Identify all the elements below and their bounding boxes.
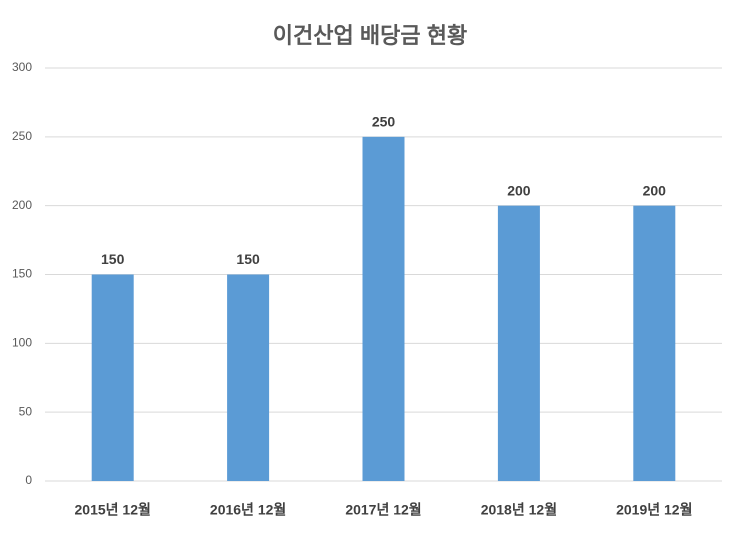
data-label: 150 xyxy=(101,251,125,267)
bar xyxy=(91,274,134,481)
data-label: 250 xyxy=(372,114,396,130)
y-tick-label: 250 xyxy=(12,129,32,143)
y-tick-label: 200 xyxy=(12,198,32,212)
x-tick-label: 2015년 12월 xyxy=(75,502,151,518)
x-tick-label: 2018년 12월 xyxy=(481,502,557,518)
data-label: 200 xyxy=(643,182,667,198)
y-tick-label: 50 xyxy=(19,404,33,418)
bar xyxy=(497,205,540,481)
chart-title: 이건산업 배당금 현황 xyxy=(273,23,467,48)
bar xyxy=(633,205,676,481)
x-tick-label: 2016년 12월 xyxy=(210,502,286,518)
data-label: 200 xyxy=(507,182,531,198)
y-tick-label: 0 xyxy=(25,473,32,487)
data-label: 150 xyxy=(236,251,260,267)
x-tick-label: 2019년 12월 xyxy=(616,502,692,518)
bar xyxy=(227,274,270,481)
y-tick-label: 300 xyxy=(12,60,32,74)
x-tick-label: 2017년 12월 xyxy=(345,502,421,518)
y-tick-label: 150 xyxy=(12,267,32,281)
bar xyxy=(362,136,405,482)
y-tick-label: 100 xyxy=(12,336,32,350)
